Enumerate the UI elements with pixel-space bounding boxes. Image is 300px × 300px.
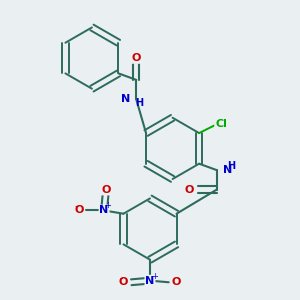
Text: O: O [119,277,128,287]
Text: -: - [75,201,79,211]
Text: H: H [135,98,143,108]
Text: N: N [100,206,109,215]
Text: -: - [177,273,180,284]
Text: O: O [74,206,84,215]
Text: O: O [131,53,141,63]
Text: H: H [227,161,236,171]
Text: O: O [101,184,110,194]
Text: N: N [223,165,232,175]
Text: +: + [152,272,158,281]
Text: N: N [121,94,130,104]
Text: +: + [104,201,111,210]
Text: Cl: Cl [215,119,227,129]
Text: O: O [185,184,194,194]
Text: -: - [119,273,123,284]
Text: O: O [172,277,181,287]
Text: N: N [146,276,154,286]
